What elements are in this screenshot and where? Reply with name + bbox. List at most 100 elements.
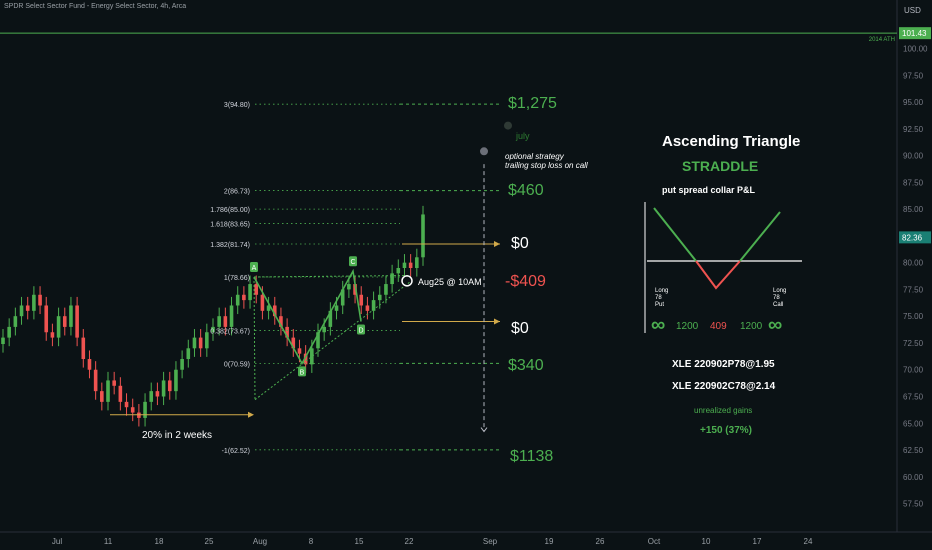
fib-level-label: 2(86.73) bbox=[224, 189, 250, 196]
y-tick-label: 87.50 bbox=[903, 178, 924, 187]
candle-body bbox=[87, 359, 92, 370]
fib-level-label: 0.382(73.67) bbox=[210, 328, 250, 335]
fib-level-label: -1(62.52) bbox=[222, 448, 250, 455]
candle-body bbox=[50, 332, 55, 338]
pattern-point-label: A bbox=[252, 265, 257, 272]
fib-level-label: 1(78.66) bbox=[224, 275, 250, 282]
x-tick-label: 19 bbox=[545, 537, 554, 546]
x-tick-label: Jul bbox=[52, 537, 62, 546]
candle-body bbox=[371, 300, 376, 311]
target-label-zero-upper: $0 bbox=[511, 235, 529, 252]
entry-time-label: Aug25 @ 10AM bbox=[418, 277, 482, 287]
y-tick-label: 95.00 bbox=[903, 98, 924, 107]
pattern-point-marker bbox=[298, 366, 306, 377]
y-tick-label: 80.00 bbox=[903, 259, 924, 268]
candle-body bbox=[106, 380, 110, 402]
candle-body bbox=[186, 348, 191, 360]
y-tick-label: 62.50 bbox=[903, 446, 924, 455]
candle-body bbox=[421, 214, 425, 258]
candle-body bbox=[44, 305, 49, 333]
target-label-1275: $1,275 bbox=[508, 95, 557, 112]
candle-body bbox=[390, 273, 394, 285]
strategy-note-line2: trailing stop loss on call bbox=[505, 161, 588, 170]
candle-body bbox=[130, 407, 135, 413]
candle-body bbox=[205, 332, 209, 349]
y-tick-label: 97.50 bbox=[903, 71, 924, 80]
strategy-note-line1: optional strategy bbox=[505, 152, 564, 161]
xabcd-pattern-line bbox=[253, 268, 362, 366]
candle-body bbox=[32, 294, 36, 311]
zero-arrow-head bbox=[494, 241, 500, 248]
candle-body bbox=[377, 294, 382, 301]
zero-arrow-head bbox=[494, 318, 500, 325]
candle-body bbox=[161, 380, 166, 397]
candle-body bbox=[81, 337, 86, 360]
candle-body bbox=[310, 348, 314, 365]
candle-body bbox=[365, 305, 370, 311]
pattern-point-label: C bbox=[350, 259, 355, 266]
fib-level-label: 1.382(81.74) bbox=[210, 242, 250, 249]
strategy-dot bbox=[480, 147, 488, 156]
candle-body bbox=[1, 337, 5, 345]
candle-body bbox=[217, 316, 221, 327]
fib-level-label: 1.618(83.65) bbox=[210, 222, 250, 229]
candle-body bbox=[347, 284, 351, 290]
candle-body bbox=[340, 289, 345, 306]
candle-body bbox=[260, 294, 265, 311]
candle-body bbox=[19, 305, 24, 317]
candle-body bbox=[272, 305, 277, 317]
candle-body bbox=[143, 401, 147, 418]
pattern-point-marker bbox=[250, 261, 258, 272]
x-tick-label: 26 bbox=[596, 537, 605, 546]
candle-body bbox=[316, 332, 320, 349]
pattern-point-label: D bbox=[358, 328, 363, 335]
pattern-point-label: B bbox=[300, 369, 305, 376]
candle-body bbox=[75, 305, 79, 338]
candle-body bbox=[359, 294, 364, 306]
target-label-zero-lower: $0 bbox=[511, 320, 529, 337]
candle-body bbox=[408, 262, 413, 268]
unrealized-label: unrealized gains bbox=[694, 406, 753, 415]
put-contract: XLE 220902P78@1.95 bbox=[672, 359, 775, 370]
candle-body bbox=[124, 401, 129, 408]
candle-body bbox=[13, 316, 18, 327]
candle-body bbox=[229, 305, 234, 327]
y-tick-label: 90.00 bbox=[903, 152, 924, 161]
call-contract: XLE 220902C78@2.14 bbox=[672, 381, 776, 392]
y-tick-label: 60.00 bbox=[903, 473, 924, 482]
candle-body bbox=[303, 353, 308, 365]
candle-body bbox=[180, 359, 184, 370]
candle-body bbox=[291, 337, 296, 349]
candle-body bbox=[100, 391, 104, 402]
pattern-point-marker bbox=[349, 256, 357, 267]
candle-body bbox=[118, 385, 123, 402]
price-axis-panel bbox=[897, 0, 932, 550]
last-price-value: 82.36 bbox=[902, 233, 923, 242]
candle-body bbox=[266, 305, 271, 311]
candle-body bbox=[254, 284, 259, 295]
pl-left-value: 1200 bbox=[676, 321, 699, 332]
y-tick-label: 70.00 bbox=[903, 366, 924, 375]
stop-loss-arrow bbox=[480, 427, 488, 433]
gain-value: +150 (37%) bbox=[700, 425, 752, 436]
target-label-340: $340 bbox=[508, 357, 544, 374]
x-tick-label: 15 bbox=[355, 537, 364, 546]
pl-center-value: 409 bbox=[710, 321, 727, 332]
put-label: Long 78 Put bbox=[655, 288, 669, 308]
x-tick-label: 22 bbox=[405, 537, 414, 546]
triangle-bottom-line bbox=[254, 281, 411, 401]
candle-body bbox=[25, 305, 30, 311]
target-label-minus-409: -$409 bbox=[505, 273, 546, 290]
x-tick-label: 11 bbox=[104, 537, 113, 546]
x-tick-label: Aug bbox=[253, 537, 267, 546]
call-label: Long 78 Call bbox=[773, 288, 787, 308]
infinity-left-icon: ∞ bbox=[651, 314, 666, 336]
move-arrow-head bbox=[248, 411, 254, 418]
ath-price-value: 101.43 bbox=[902, 29, 927, 38]
candle-body bbox=[285, 326, 289, 338]
candle-body bbox=[149, 391, 154, 402]
target-label-1138: $1138 bbox=[510, 448, 554, 465]
candle-body bbox=[384, 284, 388, 295]
currency-label: USD bbox=[904, 6, 921, 15]
